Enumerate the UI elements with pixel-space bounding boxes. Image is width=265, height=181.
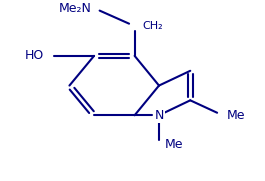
Text: N: N (154, 109, 164, 122)
Text: Me: Me (164, 138, 183, 151)
Text: Me₂N: Me₂N (59, 2, 91, 15)
Text: CH₂: CH₂ (143, 21, 163, 31)
Text: HO: HO (24, 49, 44, 62)
Text: Me: Me (227, 109, 245, 122)
